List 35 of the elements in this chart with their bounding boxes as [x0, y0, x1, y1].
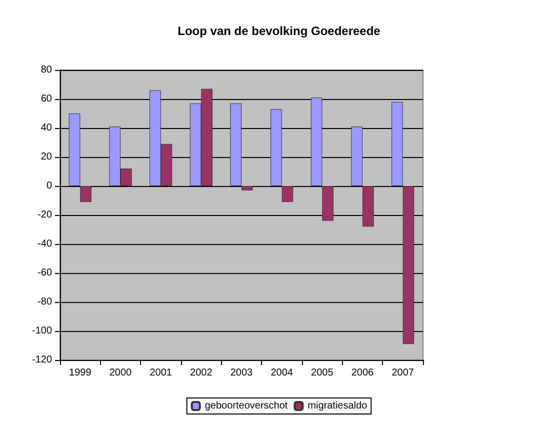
y-tick-label: -40 — [38, 238, 52, 250]
y-tick-label: 80 — [40, 64, 52, 76]
y-tick-label: -100 — [32, 326, 52, 336]
legend-label: geboorteoverschot — [204, 400, 288, 412]
x-tick-label: 2006 — [351, 368, 374, 378]
y-tick-label: -120 — [32, 354, 52, 366]
x-tick-label: 2007 — [392, 368, 414, 378]
x-tick-label: 2005 — [311, 368, 334, 378]
x-tick-label: 2004 — [270, 368, 294, 378]
x-tick-label: 1999 — [69, 368, 92, 378]
y-tick-label: -20 — [38, 210, 52, 220]
chart-title: Loop van de bevolking Goedereede — [178, 24, 381, 38]
bar — [242, 186, 253, 190]
bar — [322, 186, 334, 221]
x-tick-label: 2003 — [230, 368, 254, 378]
bar — [362, 186, 374, 227]
y-tick-label: 0 — [46, 180, 52, 192]
bar — [351, 126, 362, 186]
bar — [392, 102, 403, 186]
bar — [230, 103, 242, 186]
y-tick-label: 60 — [40, 94, 52, 104]
y-tick-label: 20 — [40, 152, 52, 162]
bar — [80, 186, 92, 202]
bar — [310, 98, 322, 186]
y-tick-label: -80 — [38, 296, 52, 308]
x-tick-label: 2000 — [109, 368, 132, 378]
legend-label: migratiesaldo — [308, 400, 368, 412]
y-tick-label: -60 — [38, 268, 52, 278]
bar — [282, 186, 294, 202]
bar — [68, 114, 80, 186]
x-tick-label: 2002 — [190, 368, 213, 378]
bar — [402, 186, 414, 344]
y-tick-label: 40 — [40, 122, 52, 134]
bar — [270, 109, 282, 186]
x-tick-label: 2001 — [150, 368, 172, 378]
